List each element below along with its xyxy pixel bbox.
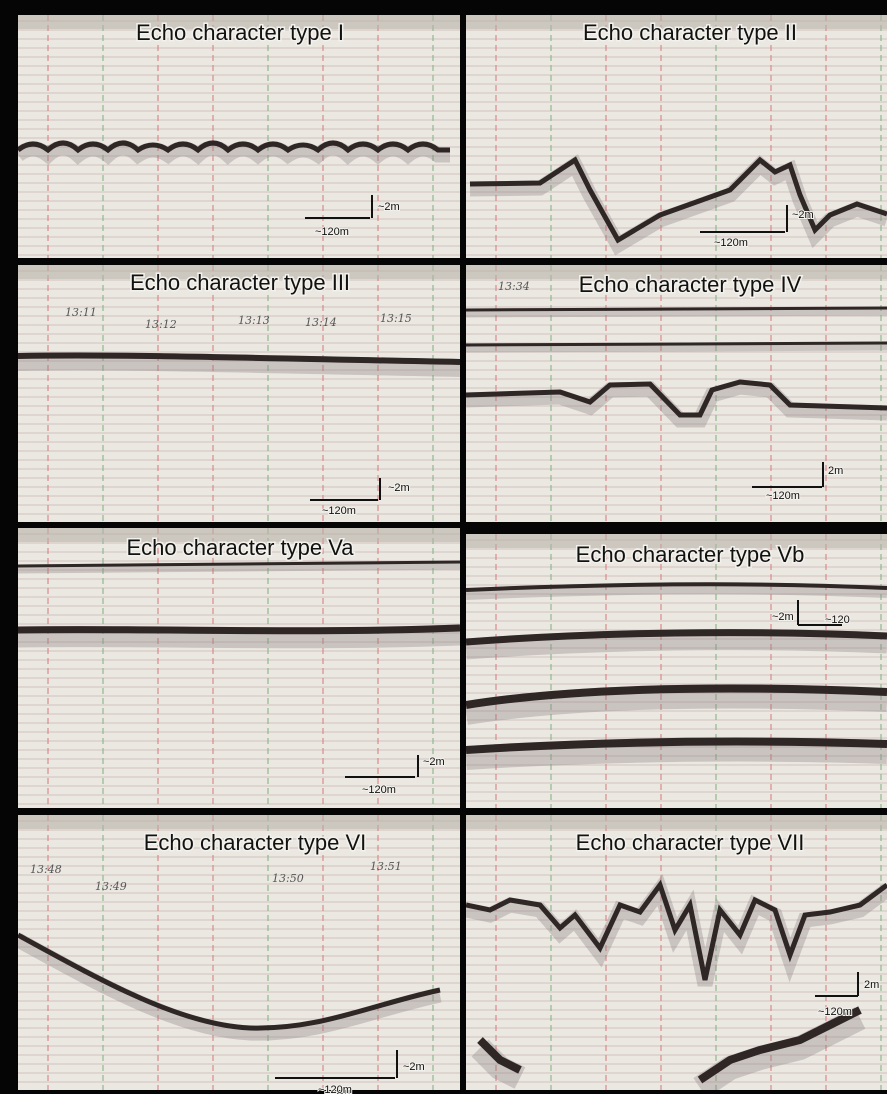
paper xyxy=(18,815,460,1090)
handwritten-time: 13:11 xyxy=(65,306,97,319)
handwritten-time: 13:51 xyxy=(370,860,402,873)
handwritten-time: 13:14 xyxy=(305,316,337,329)
echogram-panel: Echo character type VII 2m ~120m xyxy=(466,815,887,1090)
echogram-record xyxy=(466,15,887,258)
figure: Echo character type I~2m~120mEcho charac… xyxy=(0,0,887,1094)
handwritten-time: 13:48 xyxy=(30,863,62,876)
scale-horizontal-label: ~120m xyxy=(714,237,748,249)
paper-shade xyxy=(18,815,460,829)
scale-horizontal-label: ~120m xyxy=(318,1084,352,1094)
echogram-panel: 13:34 Echo character type IV 2m ~120m xyxy=(466,265,887,522)
echo-trace xyxy=(466,308,887,310)
scale-vertical-label: ~2m xyxy=(388,482,410,494)
echogram-record xyxy=(466,534,887,808)
echo-scatter xyxy=(466,750,887,758)
scale-vertical-label: 2m xyxy=(828,465,843,477)
handwritten-time: 13:34 xyxy=(498,280,530,293)
handwritten-time: 13:49 xyxy=(95,880,127,893)
scale-vertical-label: ~2m xyxy=(378,201,400,213)
echogram-panel: Echo character type Vb ~2m ~120 xyxy=(466,534,887,808)
panel-title: Echo character type II xyxy=(583,20,797,45)
handwritten-time: 13:13 xyxy=(238,314,270,327)
panel-title: Echo character type IV xyxy=(579,272,802,297)
scale-horizontal-label: ~120m xyxy=(818,1006,852,1018)
echo-scatter xyxy=(18,635,460,638)
scale-horizontal-label: ~120m xyxy=(362,784,396,796)
echogram-panel: Echo character type II ~2m ~120m xyxy=(466,15,887,258)
scale-vertical-label: ~2m xyxy=(403,1061,425,1073)
scale-vertical-label: ~2m xyxy=(423,756,445,768)
echogram-panel: Echo character type I ~2m ~120m xyxy=(18,15,460,258)
echogram-panel: 13:11 13:12 13:13 13:14 13:15 Echo character … xyxy=(18,265,460,522)
echogram-panel: Echo character type Va ~2m ~120m xyxy=(18,528,460,808)
scale-horizontal-label: ~120m xyxy=(766,490,800,502)
panel-title: Echo character type Va xyxy=(126,535,354,560)
scale-horizontal-label: ~120m xyxy=(322,505,356,517)
paper-shade xyxy=(466,815,887,829)
echogram-record: 13:48 13:49 13:50 13:51 xyxy=(18,815,460,1090)
echo-trace xyxy=(466,343,887,345)
panel-title: Echo character type Vb xyxy=(576,542,805,567)
scale-vertical-label: ~2m xyxy=(772,611,794,623)
panel-title: Echo character type VII xyxy=(576,830,805,855)
scale-horizontal-label: ~120 xyxy=(825,614,850,626)
handwritten-time: 13:50 xyxy=(272,872,304,885)
scale-horizontal-label: ~120m xyxy=(315,226,349,238)
panel-title: Echo character type VI xyxy=(144,830,367,855)
handwritten-time: 13:12 xyxy=(145,318,177,331)
echogram-record xyxy=(466,815,887,1090)
panel-title: Echo character type I xyxy=(136,20,344,45)
scale-vertical-label: ~2m xyxy=(792,209,814,221)
panel-title: Echo character type III xyxy=(130,270,350,295)
handwritten-time: 13:15 xyxy=(380,312,412,325)
paper xyxy=(466,534,887,808)
echogram-record xyxy=(18,528,460,808)
scale-vertical-label: 2m xyxy=(864,979,879,991)
echo-scatter xyxy=(466,311,887,313)
echo-trace xyxy=(18,628,460,631)
echo-scatter xyxy=(466,346,887,348)
echogram-record xyxy=(18,15,460,258)
paper xyxy=(18,15,460,258)
